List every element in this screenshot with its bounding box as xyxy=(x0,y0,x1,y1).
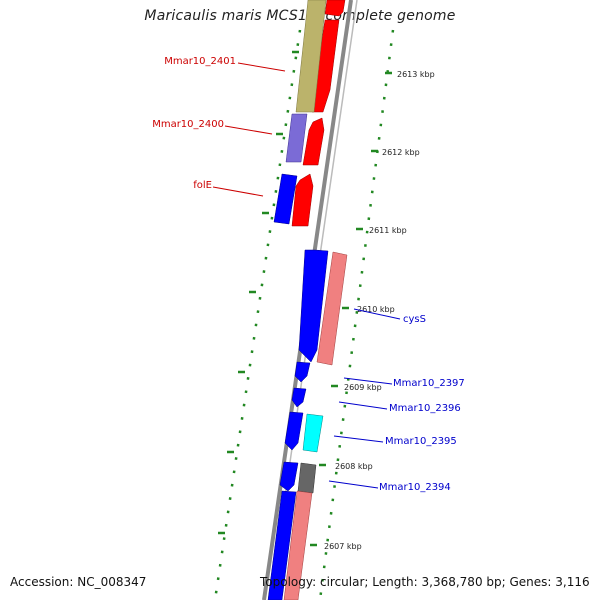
gene-cyss xyxy=(316,251,348,366)
map-title: Maricaulis maris MCS10, complete genome xyxy=(144,8,456,24)
label-mmar10-2400[interactable]: Mmar10_2400 xyxy=(152,119,224,130)
label-mmar10-2401[interactable]: Mmar10_2401 xyxy=(164,56,236,67)
gene-labels: Mmar10_2401 Mmar10_2400 folE cysS Mmar10… xyxy=(152,56,465,493)
genome-summary-text: Topology: circular; Length: 3,368,780 bp… xyxy=(260,575,590,589)
gene-blue-mmar10-2397 xyxy=(294,361,311,383)
accession-text: Accession: NC_008347 xyxy=(10,575,147,589)
scale-label-2612: 2612 kbp xyxy=(382,148,420,157)
label-cyss[interactable]: cysS xyxy=(403,314,426,325)
label-leaders xyxy=(212,62,401,489)
gene-yellow-top xyxy=(295,0,327,113)
gene-mmar10-2400[interactable] xyxy=(302,117,325,166)
gene-blue-mmar10-2394 xyxy=(279,461,299,492)
gene-blue-mmar10-2395 xyxy=(284,411,304,451)
gene-blue-large xyxy=(298,249,329,363)
inner-tick-ring xyxy=(213,29,302,600)
gene-mmar10-2394-upper xyxy=(297,462,317,494)
gene-mmar10-2395 xyxy=(302,413,324,453)
gene-fole[interactable] xyxy=(291,173,314,227)
scale-labels: 2613 kbp 2612 kbp 2611 kbp 2610 kbp 2609… xyxy=(324,70,435,551)
label-mmar10-2395[interactable]: Mmar10_2395 xyxy=(385,436,457,447)
gene-purple xyxy=(285,113,308,163)
scale-label-2607: 2607 kbp xyxy=(324,542,362,551)
forward-strand-genes xyxy=(283,0,348,600)
label-mmar10-2397[interactable]: Mmar10_2397 xyxy=(393,378,465,389)
scale-label-2611: 2611 kbp xyxy=(369,226,407,235)
gene-mmar10-2394 xyxy=(283,490,313,600)
label-fole[interactable]: folE xyxy=(193,180,212,191)
outer-tick-ring xyxy=(318,29,395,600)
gene-blue-bottom xyxy=(267,490,297,600)
scale-label-2609: 2609 kbp xyxy=(344,383,382,392)
label-mmar10-2396[interactable]: Mmar10_2396 xyxy=(389,403,461,414)
gene-blue-fole-region xyxy=(273,173,298,225)
scale-label-2613: 2613 kbp xyxy=(397,70,435,79)
gene-mmar10-2402[interactable] xyxy=(324,0,346,17)
scale-label-2610: 2610 kbp xyxy=(357,305,395,314)
reverse-strand-genes xyxy=(267,0,329,600)
label-mmar10-2394[interactable]: Mmar10_2394 xyxy=(379,482,451,493)
gene-blue-mmar10-2396 xyxy=(291,387,307,408)
scale-label-2608: 2608 kbp xyxy=(335,462,373,471)
major-ticks xyxy=(218,50,392,547)
